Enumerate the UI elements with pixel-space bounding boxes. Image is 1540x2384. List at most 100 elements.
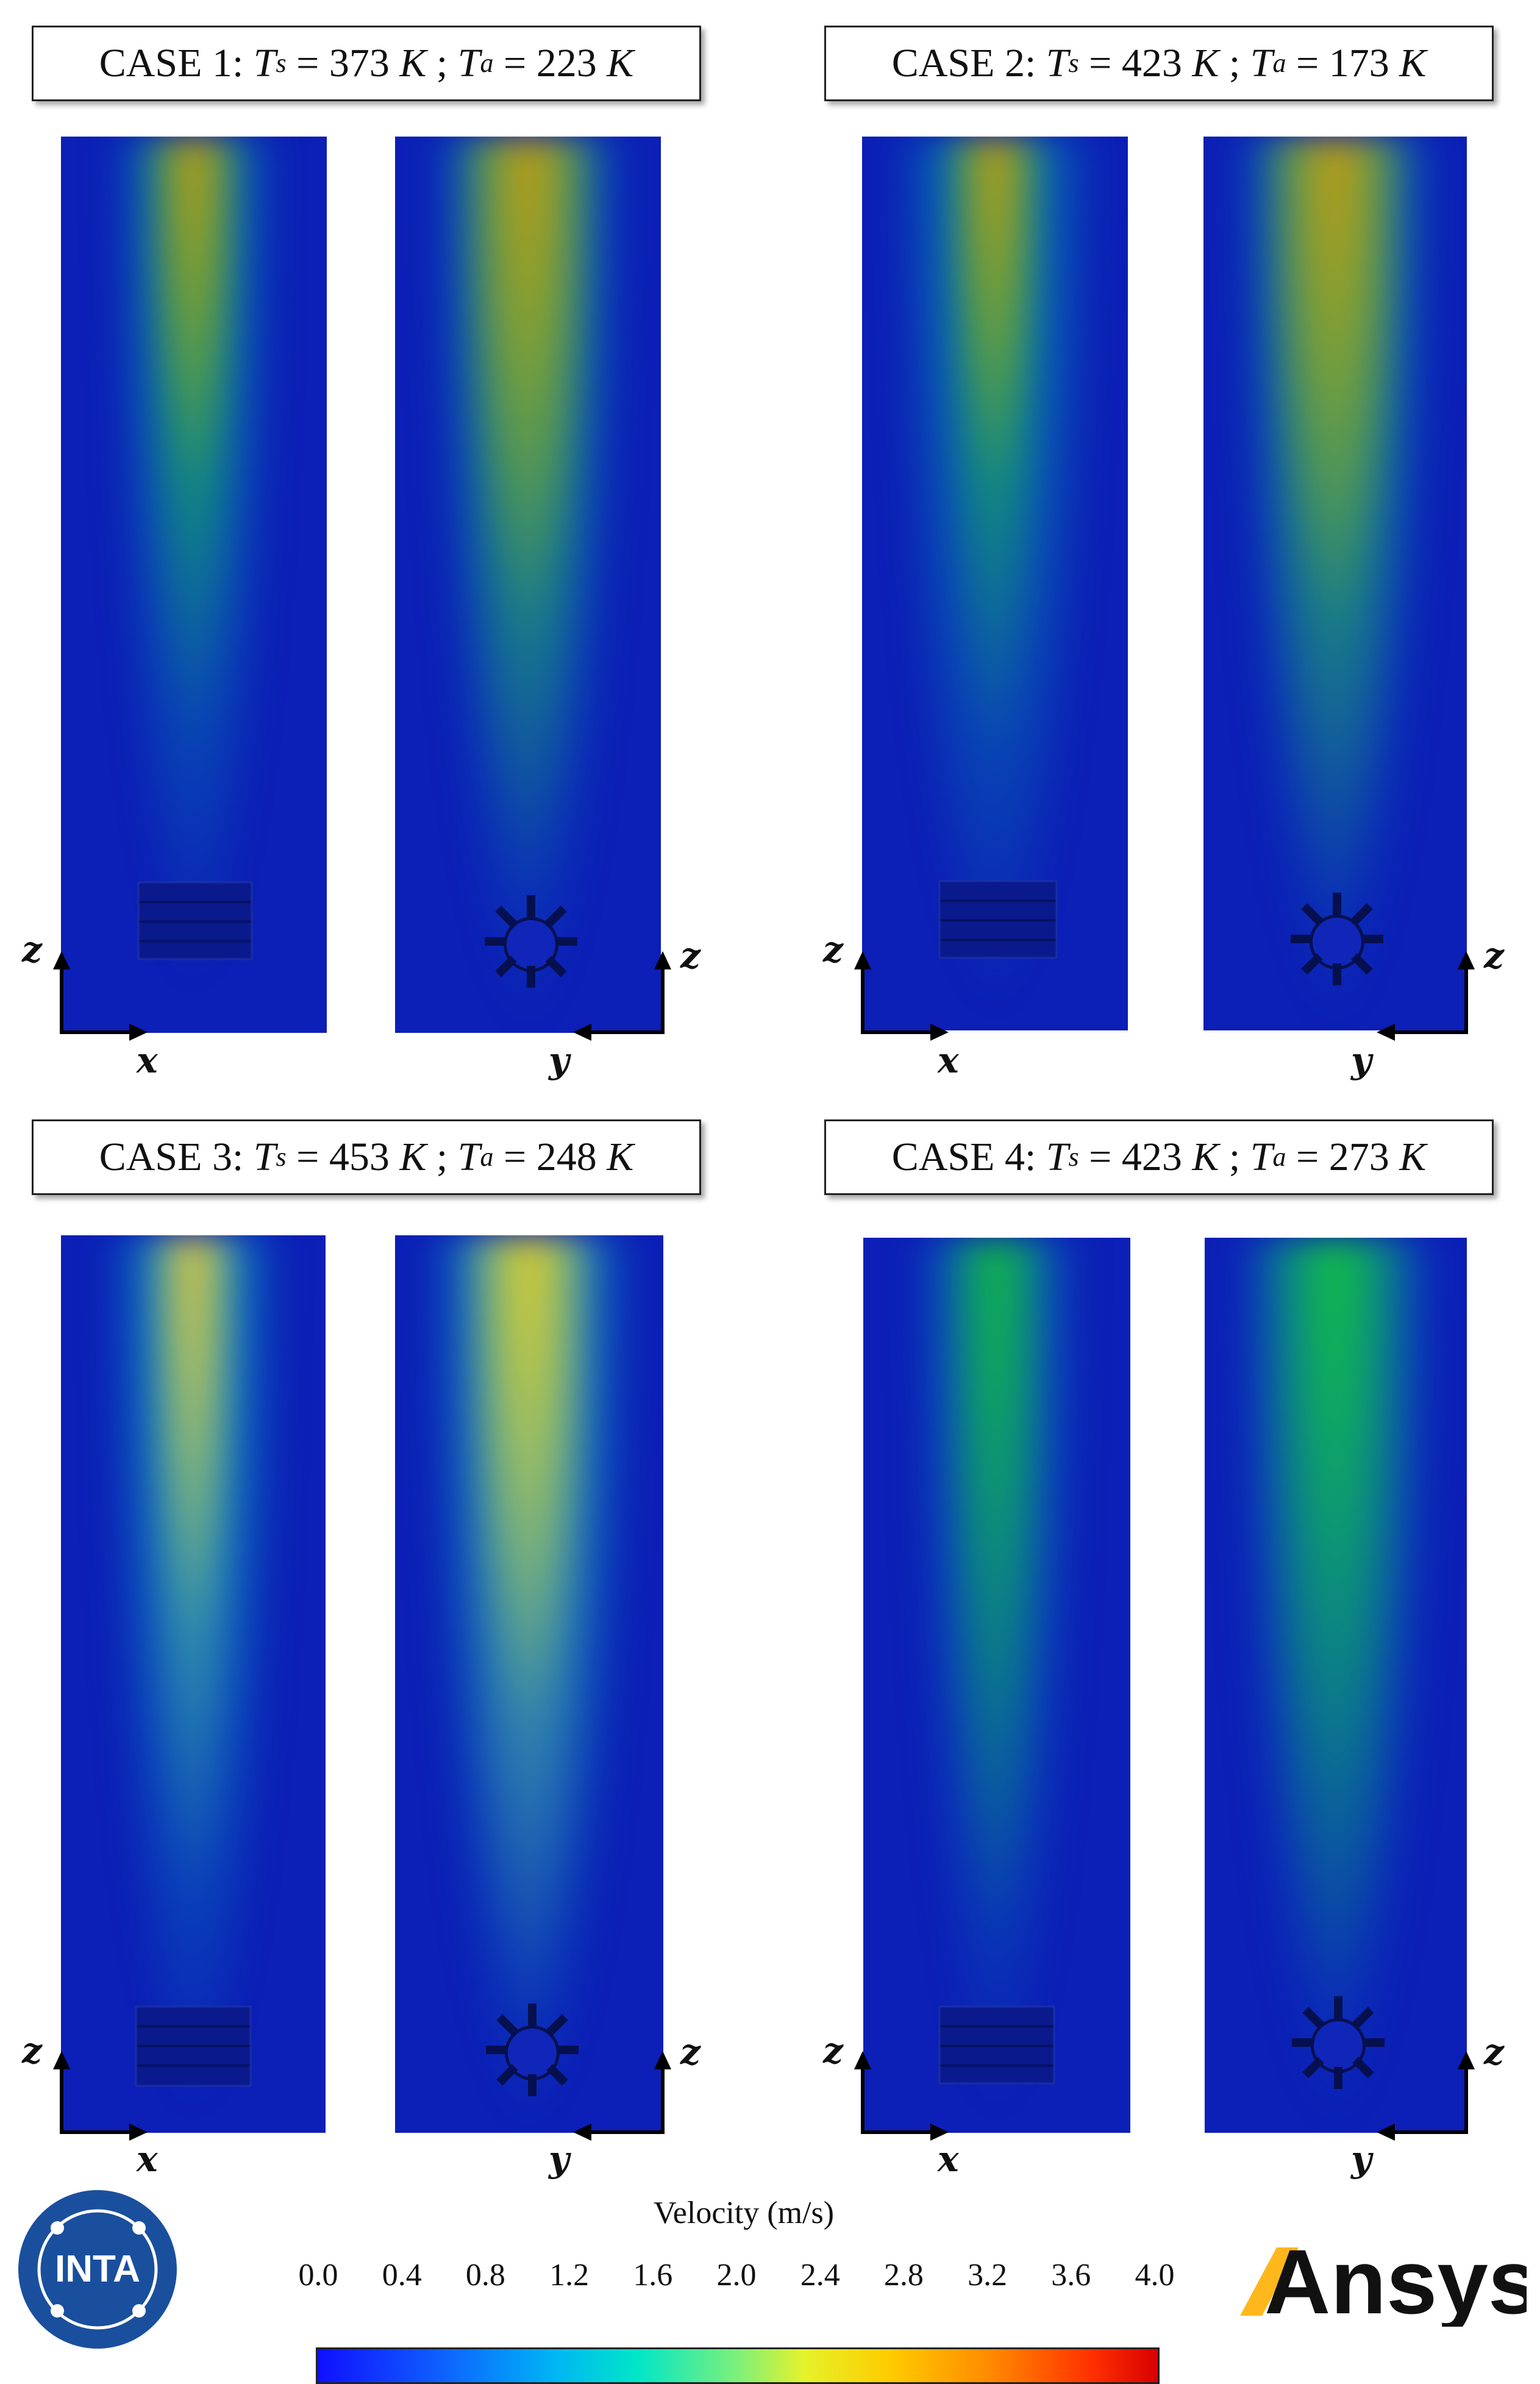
ansys-logo: Ansys [1240,2230,1539,2333]
case-2-ts: 423 [1121,41,1182,85]
case-1-x-label: x [137,1040,158,1081]
colorbar-tick-label: 2.0 [716,2258,757,2293]
case-2-z-axis-line-right [1464,963,1468,1034]
satellite-panel-fin [527,966,535,988]
case-4-satellite-gear-yview [1292,1996,1385,2089]
case-4-yz-velocity-contour [1205,1238,1467,2133]
satellite-panel-fin [1292,2038,1314,2047]
case-3-ta: 248 [536,1135,597,1179]
colorbar-tick-label: 1.6 [633,2258,673,2293]
case-2-y-axis-line [1392,1030,1468,1034]
satellite-panel-fin [1291,935,1313,943]
case-3-x-axis-line [60,2130,132,2134]
case-2-prefix: CASE 2: [891,41,1036,85]
case-4-z-arrow-right [1458,2051,1475,2069]
case-2-z-label-right: z [1484,935,1504,976]
case-3-y-label: y [549,2138,569,2180]
case-2-x-label: x [938,1040,959,1081]
case-1-x-arrow [129,1024,148,1041]
satellite-panel-fin [485,937,507,946]
case-1-z-arrow-right [654,951,671,969]
case-1-z-label-left: z [22,929,42,970]
satellite-panel-fin [1334,2067,1342,2089]
case-4-x-axis-line [861,2130,933,2134]
case-2-xz-velocity-contour [862,137,1128,1030]
inta-logo-text: INTA [55,2248,140,2290]
case-3-y-axis-line [589,2130,665,2134]
case-1-y-arrow [573,1024,591,1041]
satellite-panel-fin [527,895,535,917]
case-4-prefix: CASE 4: [891,1135,1036,1179]
case-4-y-arrow [1377,2124,1395,2141]
case-3-x-arrow [129,2124,148,2141]
case-1-y-axis-line [589,1030,665,1034]
case-3-z-axis-line-left [60,2063,63,2134]
case-3-z-label-right: z [680,2031,700,2072]
case-4-z-axis-line-right [1464,2063,1468,2134]
colorbar-tick-label: 2.8 [883,2258,924,2293]
case-1-ta: 223 [536,41,597,85]
colorbar-gradient [316,2347,1160,2384]
colorbar-tick-label: 4.0 [1135,2258,1175,2293]
case-2-z-label-left: z [823,929,843,970]
colorbar-tick-label: 1.2 [549,2258,590,2293]
colorbar-tick-label: 3.6 [1051,2258,1091,2293]
colorbar-tick-label: 3.2 [968,2258,1008,2293]
satellite-panel-fin [528,2004,537,2025]
case-1-satellite-body-xview [138,882,252,960]
satellite-panel-fin [1333,893,1341,915]
case-2-satellite-gear-yview [1291,893,1383,985]
case-2-satellite-body-xview [939,880,1057,958]
satellite-panel-fin [486,2046,508,2054]
satellite-panel-fin [1334,1996,1342,2018]
inta-logo: INTA [17,2189,178,2350]
case-4-z-arrow-left [854,2051,871,2069]
case-2-y-arrow [1377,1024,1395,1041]
case-3-xz-velocity-contour [61,1235,326,2133]
case-4-z-axis-line-left [861,2063,864,2134]
case-2-y-label: y [1351,1040,1372,1081]
satellite-panel-fin [557,2046,579,2054]
case-4-xz-velocity-contour [863,1238,1130,2133]
case-2-x-axis-line [861,1030,933,1034]
case-4-ts: 423 [1121,1135,1182,1179]
case-4-z-label-right: z [1484,2031,1504,2072]
case-4-y-axis-line [1392,2130,1468,2134]
case-2-x-arrow [930,1024,949,1041]
case-3-prefix: CASE 3: [99,1135,244,1179]
case-3-z-label-left: z [22,2030,42,2071]
satellite-panel-fin [1333,963,1341,985]
case-1-x-axis-line [60,1030,132,1034]
case-1-z-arrow-left [53,951,70,969]
case-1-yz-velocity-contour [395,137,661,1033]
case-1-xz-velocity-contour [61,137,327,1033]
colorbar-tick-label: 0.4 [382,2258,422,2293]
case-2-yz-velocity-contour [1203,137,1467,1030]
case-3-satellite-gear-yview [486,2004,579,2096]
case-1-z-label-right: z [680,935,700,976]
case-3-x-label: x [137,2138,158,2180]
case-1-z-axis-line-left [60,963,63,1034]
colorbar-tick-label: 0.8 [465,2258,505,2293]
case-3-yz-velocity-contour [395,1235,663,2133]
ansys-logo-text: Ansys [1264,2235,1527,2327]
case-4-x-arrow [930,2124,949,2141]
case-4-x-label: x [938,2138,959,2180]
case-1-z-axis-line-right [661,963,665,1034]
colorbar-tick-label: 2.4 [800,2258,840,2293]
case-4-y-label: y [1351,2138,1372,2180]
case-1-y-label: y [549,1040,569,1081]
satellite-panel-fin [555,937,577,946]
colorbar-tick-label: 0.0 [298,2258,338,2293]
satellite-panel-fin [528,2074,537,2096]
case-3-satellite-body-xview [135,2006,251,2086]
case-1-prefix: CASE 1: [99,41,244,85]
case-4-ta: 273 [1328,1135,1389,1179]
case-3-ts: 453 [329,1135,390,1179]
case-3-z-axis-line-right [661,2063,665,2134]
case-2-ta: 173 [1328,41,1389,85]
case-1-ts: 373 [329,41,390,85]
